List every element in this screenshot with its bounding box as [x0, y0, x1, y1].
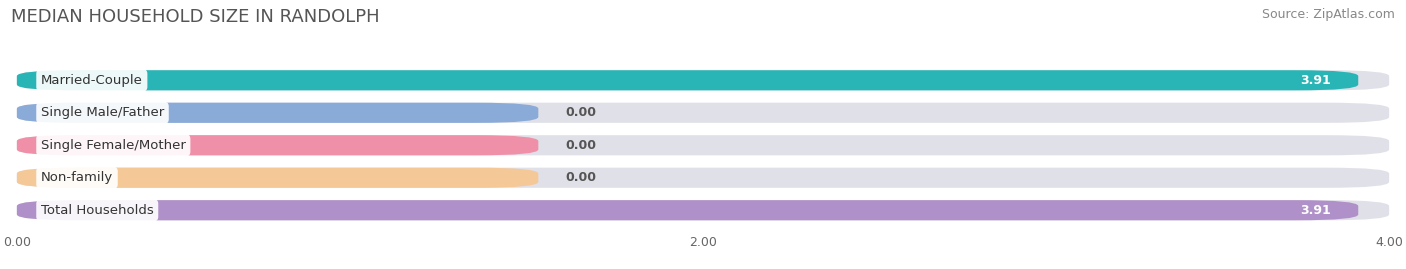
Text: Married-Couple: Married-Couple	[41, 74, 143, 87]
FancyBboxPatch shape	[17, 168, 1389, 188]
Text: MEDIAN HOUSEHOLD SIZE IN RANDOLPH: MEDIAN HOUSEHOLD SIZE IN RANDOLPH	[11, 8, 380, 26]
Text: Non-family: Non-family	[41, 171, 112, 184]
FancyBboxPatch shape	[17, 200, 1358, 220]
Text: Total Households: Total Households	[41, 204, 153, 217]
FancyBboxPatch shape	[17, 70, 1389, 90]
Text: Single Male/Father: Single Male/Father	[41, 106, 165, 119]
FancyBboxPatch shape	[17, 135, 1389, 155]
FancyBboxPatch shape	[17, 168, 538, 188]
FancyBboxPatch shape	[17, 103, 1389, 123]
Text: Source: ZipAtlas.com: Source: ZipAtlas.com	[1261, 8, 1395, 21]
FancyBboxPatch shape	[17, 135, 538, 155]
Text: 3.91: 3.91	[1301, 204, 1331, 217]
Text: Single Female/Mother: Single Female/Mother	[41, 139, 186, 152]
Text: 0.00: 0.00	[565, 171, 596, 184]
FancyBboxPatch shape	[17, 70, 1358, 90]
Text: 3.91: 3.91	[1301, 74, 1331, 87]
Text: 0.00: 0.00	[565, 139, 596, 152]
FancyBboxPatch shape	[17, 200, 1389, 220]
Text: 0.00: 0.00	[565, 106, 596, 119]
FancyBboxPatch shape	[17, 103, 538, 123]
